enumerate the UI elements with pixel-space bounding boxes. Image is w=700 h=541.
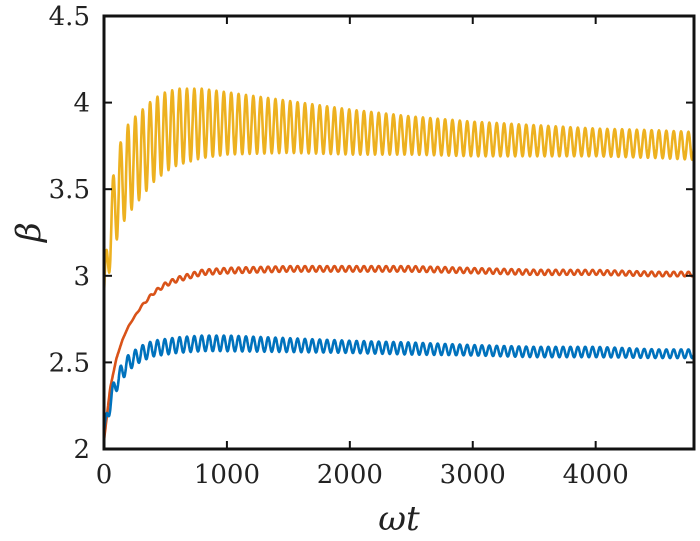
plot-frame <box>102 14 696 451</box>
series-line-blue <box>102 334 696 433</box>
y-tick-label: 4 <box>73 89 90 119</box>
y-tick-label: 4.5 <box>49 2 90 32</box>
x-tick-label: 3000 <box>440 460 506 490</box>
x-tick-label: 2000 <box>317 460 383 490</box>
x-tick-label: 0 <box>96 460 113 490</box>
y-tick-label: 3.5 <box>49 175 90 205</box>
x-tick-label: 1000 <box>194 460 260 490</box>
x-tick-label: 4000 <box>563 460 629 490</box>
tick-layer: 0 1000 2000 3000 4000 2 2.5 3 3.5 4 4.5 <box>49 2 694 490</box>
y-axis-label: β <box>9 222 49 244</box>
y-tick-label: 2.5 <box>49 348 90 378</box>
series-line-red <box>102 264 696 442</box>
series-layer <box>102 87 696 442</box>
y-tick-label: 3 <box>73 262 90 292</box>
x-axis-label: ωt <box>378 499 420 539</box>
series-line-yellow <box>102 87 696 295</box>
y-tick-label: 2 <box>73 435 90 465</box>
